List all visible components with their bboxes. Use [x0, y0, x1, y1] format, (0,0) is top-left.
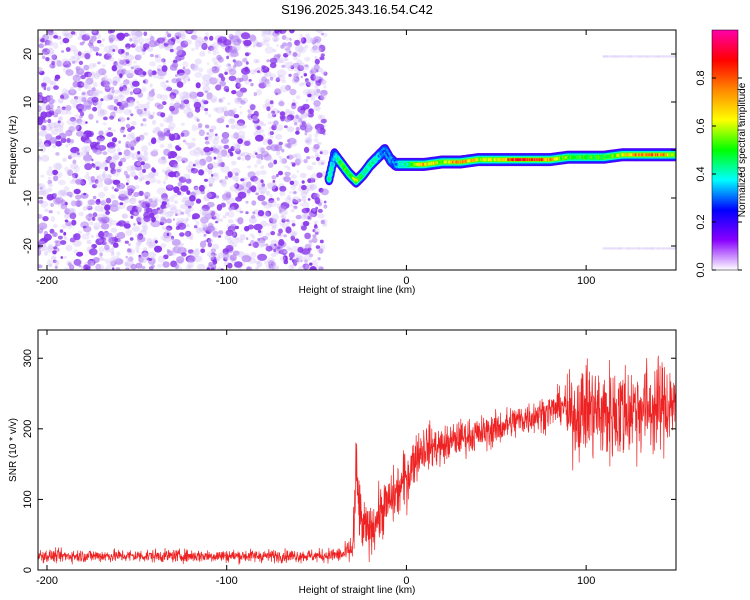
x-tick-label: 0 — [403, 275, 409, 287]
colorbar-ticks: 0.0 0.2 0.4 0.6 0.8 — [695, 70, 742, 278]
y-tick-label: 20 — [22, 48, 34, 60]
y-tick-label: -10 — [22, 190, 34, 206]
y-tick-label: 100 — [22, 490, 34, 508]
y-tick-label: 300 — [22, 349, 34, 367]
y-tick-label: 0 — [22, 567, 34, 573]
x-tick-label: -200 — [36, 275, 58, 287]
x-tick-label: 0 — [403, 575, 409, 587]
snr-ylabel: SNR (10 * v/v) — [8, 418, 19, 482]
x-tick-label: -100 — [216, 575, 238, 587]
y-tick-label: -20 — [22, 238, 34, 254]
spectrogram-ridge — [324, 144, 676, 188]
y-tick-label: 200 — [22, 420, 34, 438]
snr-panel: -200 -100 0 100 0 100 200 300 Height of straigh… — [8, 329, 677, 596]
x-tick-label: 100 — [577, 575, 595, 587]
y-tick-label: 0 — [22, 147, 34, 153]
y-tick-label: 10 — [22, 96, 34, 108]
colorbar-label: Normalized spectral amplitude — [737, 82, 748, 217]
colorbar-tick-label: 0.2 — [695, 214, 707, 229]
spectrogram-ylabel: Frequency (Hz) — [8, 116, 19, 185]
colorbar-gradient — [711, 29, 739, 271]
spectrogram-xlabel: Height of straight line (km) — [299, 285, 416, 296]
colorbar-tick-label: 0.8 — [695, 70, 707, 85]
colorbar: 0.0 0.2 0.4 0.6 0.8 Normalized spectral ampl… — [695, 29, 748, 278]
spectrogram-plot-area — [38, 30, 676, 270]
spectrogram-faint-band — [602, 55, 676, 58]
spectrogram-faint-band — [602, 247, 676, 250]
snr-frame — [37, 329, 677, 571]
snr-xlabel: Height of straight line (km) — [299, 585, 416, 596]
x-tick-label: -100 — [216, 275, 238, 287]
colorbar-tick-label: 0.6 — [695, 118, 707, 133]
snr-series-line — [38, 355, 676, 565]
figure-title: S196.2025.343.16.54.C42 — [281, 2, 433, 17]
colorbar-tick-label: 0.4 — [695, 166, 707, 181]
x-tick-label: -200 — [36, 575, 58, 587]
snr-ticks: -200 -100 0 100 0 100 200 300 — [22, 330, 676, 587]
x-tick-label: 100 — [577, 275, 595, 287]
spectrogram-noise — [38, 30, 329, 270]
colorbar-tick-label: 0.0 — [695, 262, 707, 277]
